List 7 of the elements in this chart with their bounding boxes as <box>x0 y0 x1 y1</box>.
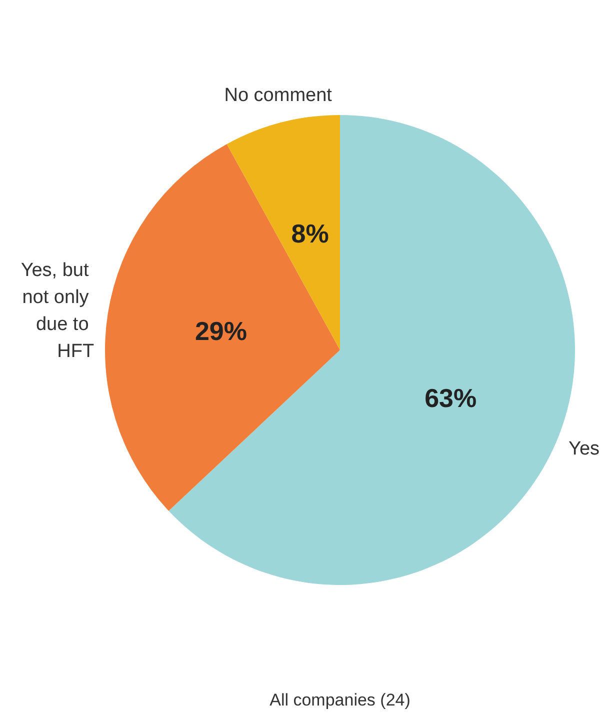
slice-label: Yes, but not only due to HFT <box>20 260 94 362</box>
slice-label: Yes <box>568 438 600 460</box>
text: All companies (24) <box>270 690 410 710</box>
data-label: 63% <box>424 382 477 413</box>
data-label: 29% <box>194 316 248 346</box>
data-label: 8% <box>291 218 329 248</box>
slice-label: No comment <box>224 84 333 106</box>
